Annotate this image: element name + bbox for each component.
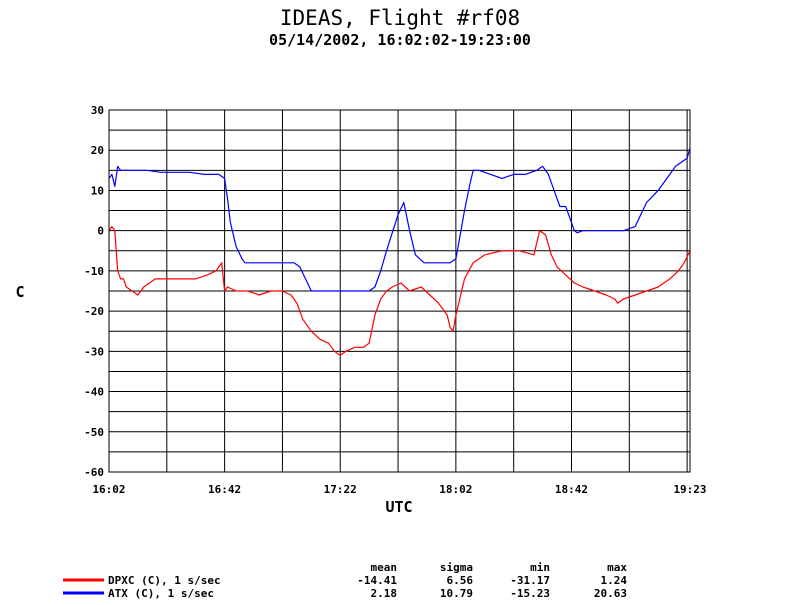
x-tick-label: 18:42: [555, 483, 588, 496]
y-tick-label: -10: [84, 265, 104, 278]
chart-subtitle: 05/14/2002, 16:02:02-19:23:00: [269, 31, 531, 49]
x-axis-label: UTC: [385, 498, 412, 516]
stats-header-mean: mean: [371, 561, 398, 574]
dpxc-max: 1.24: [601, 574, 628, 587]
stats-header-max: max: [607, 561, 627, 574]
legend: mean sigma min max DPXC (C), 1 s/sec -14…: [63, 561, 627, 600]
x-tick-label: 19:23: [673, 483, 706, 496]
dpxc-sigma: 6.56: [447, 574, 474, 587]
atx-max: 20.63: [594, 587, 627, 600]
y-tick-label: -20: [84, 305, 104, 318]
legend-label-atx: ATX (C), 1 s/sec: [108, 587, 214, 600]
plot-frame: [108, 109, 691, 473]
atx-mean: 2.18: [371, 587, 398, 600]
x-tick-label: 16:42: [208, 483, 241, 496]
y-tick-label: 20: [91, 144, 104, 157]
grid: [108, 109, 690, 473]
atx-min: -15.23: [510, 587, 550, 600]
x-tick-label: 17:22: [324, 483, 357, 496]
y-tick-label: -60: [84, 466, 104, 479]
legend-label-dpxc: DPXC (C), 1 s/sec: [108, 574, 221, 587]
y-axis-label: C: [15, 283, 24, 301]
dpxc-mean: -14.41: [357, 574, 397, 587]
y-tick-label: -30: [84, 345, 104, 358]
atx-sigma: 10.79: [440, 587, 473, 600]
stats-header-sigma: sigma: [440, 561, 473, 574]
x-axis-ticks: 16:02 16:42 17:22 18:02 18:42 19:23: [92, 483, 706, 496]
stats-header-min: min: [530, 561, 550, 574]
dpxc-min: -31.17: [510, 574, 550, 587]
y-tick-label: 10: [91, 184, 104, 197]
series-lines: [108, 148, 691, 356]
series-line-atx: [108, 148, 691, 292]
y-tick-label: -50: [84, 426, 104, 439]
y-tick-label: 30: [91, 104, 104, 117]
x-tick-label: 16:02: [92, 483, 125, 496]
x-tick-label: 18:02: [439, 483, 472, 496]
y-axis-ticks: 30 20 10 0 -10 -20 -30 -40 -50 -60: [84, 104, 104, 479]
chart-title: IDEAS, Flight #rf08: [280, 6, 520, 30]
series-line-dpxc: [108, 226, 691, 356]
y-tick-label: -40: [84, 386, 104, 399]
y-tick-label: 0: [97, 225, 104, 238]
